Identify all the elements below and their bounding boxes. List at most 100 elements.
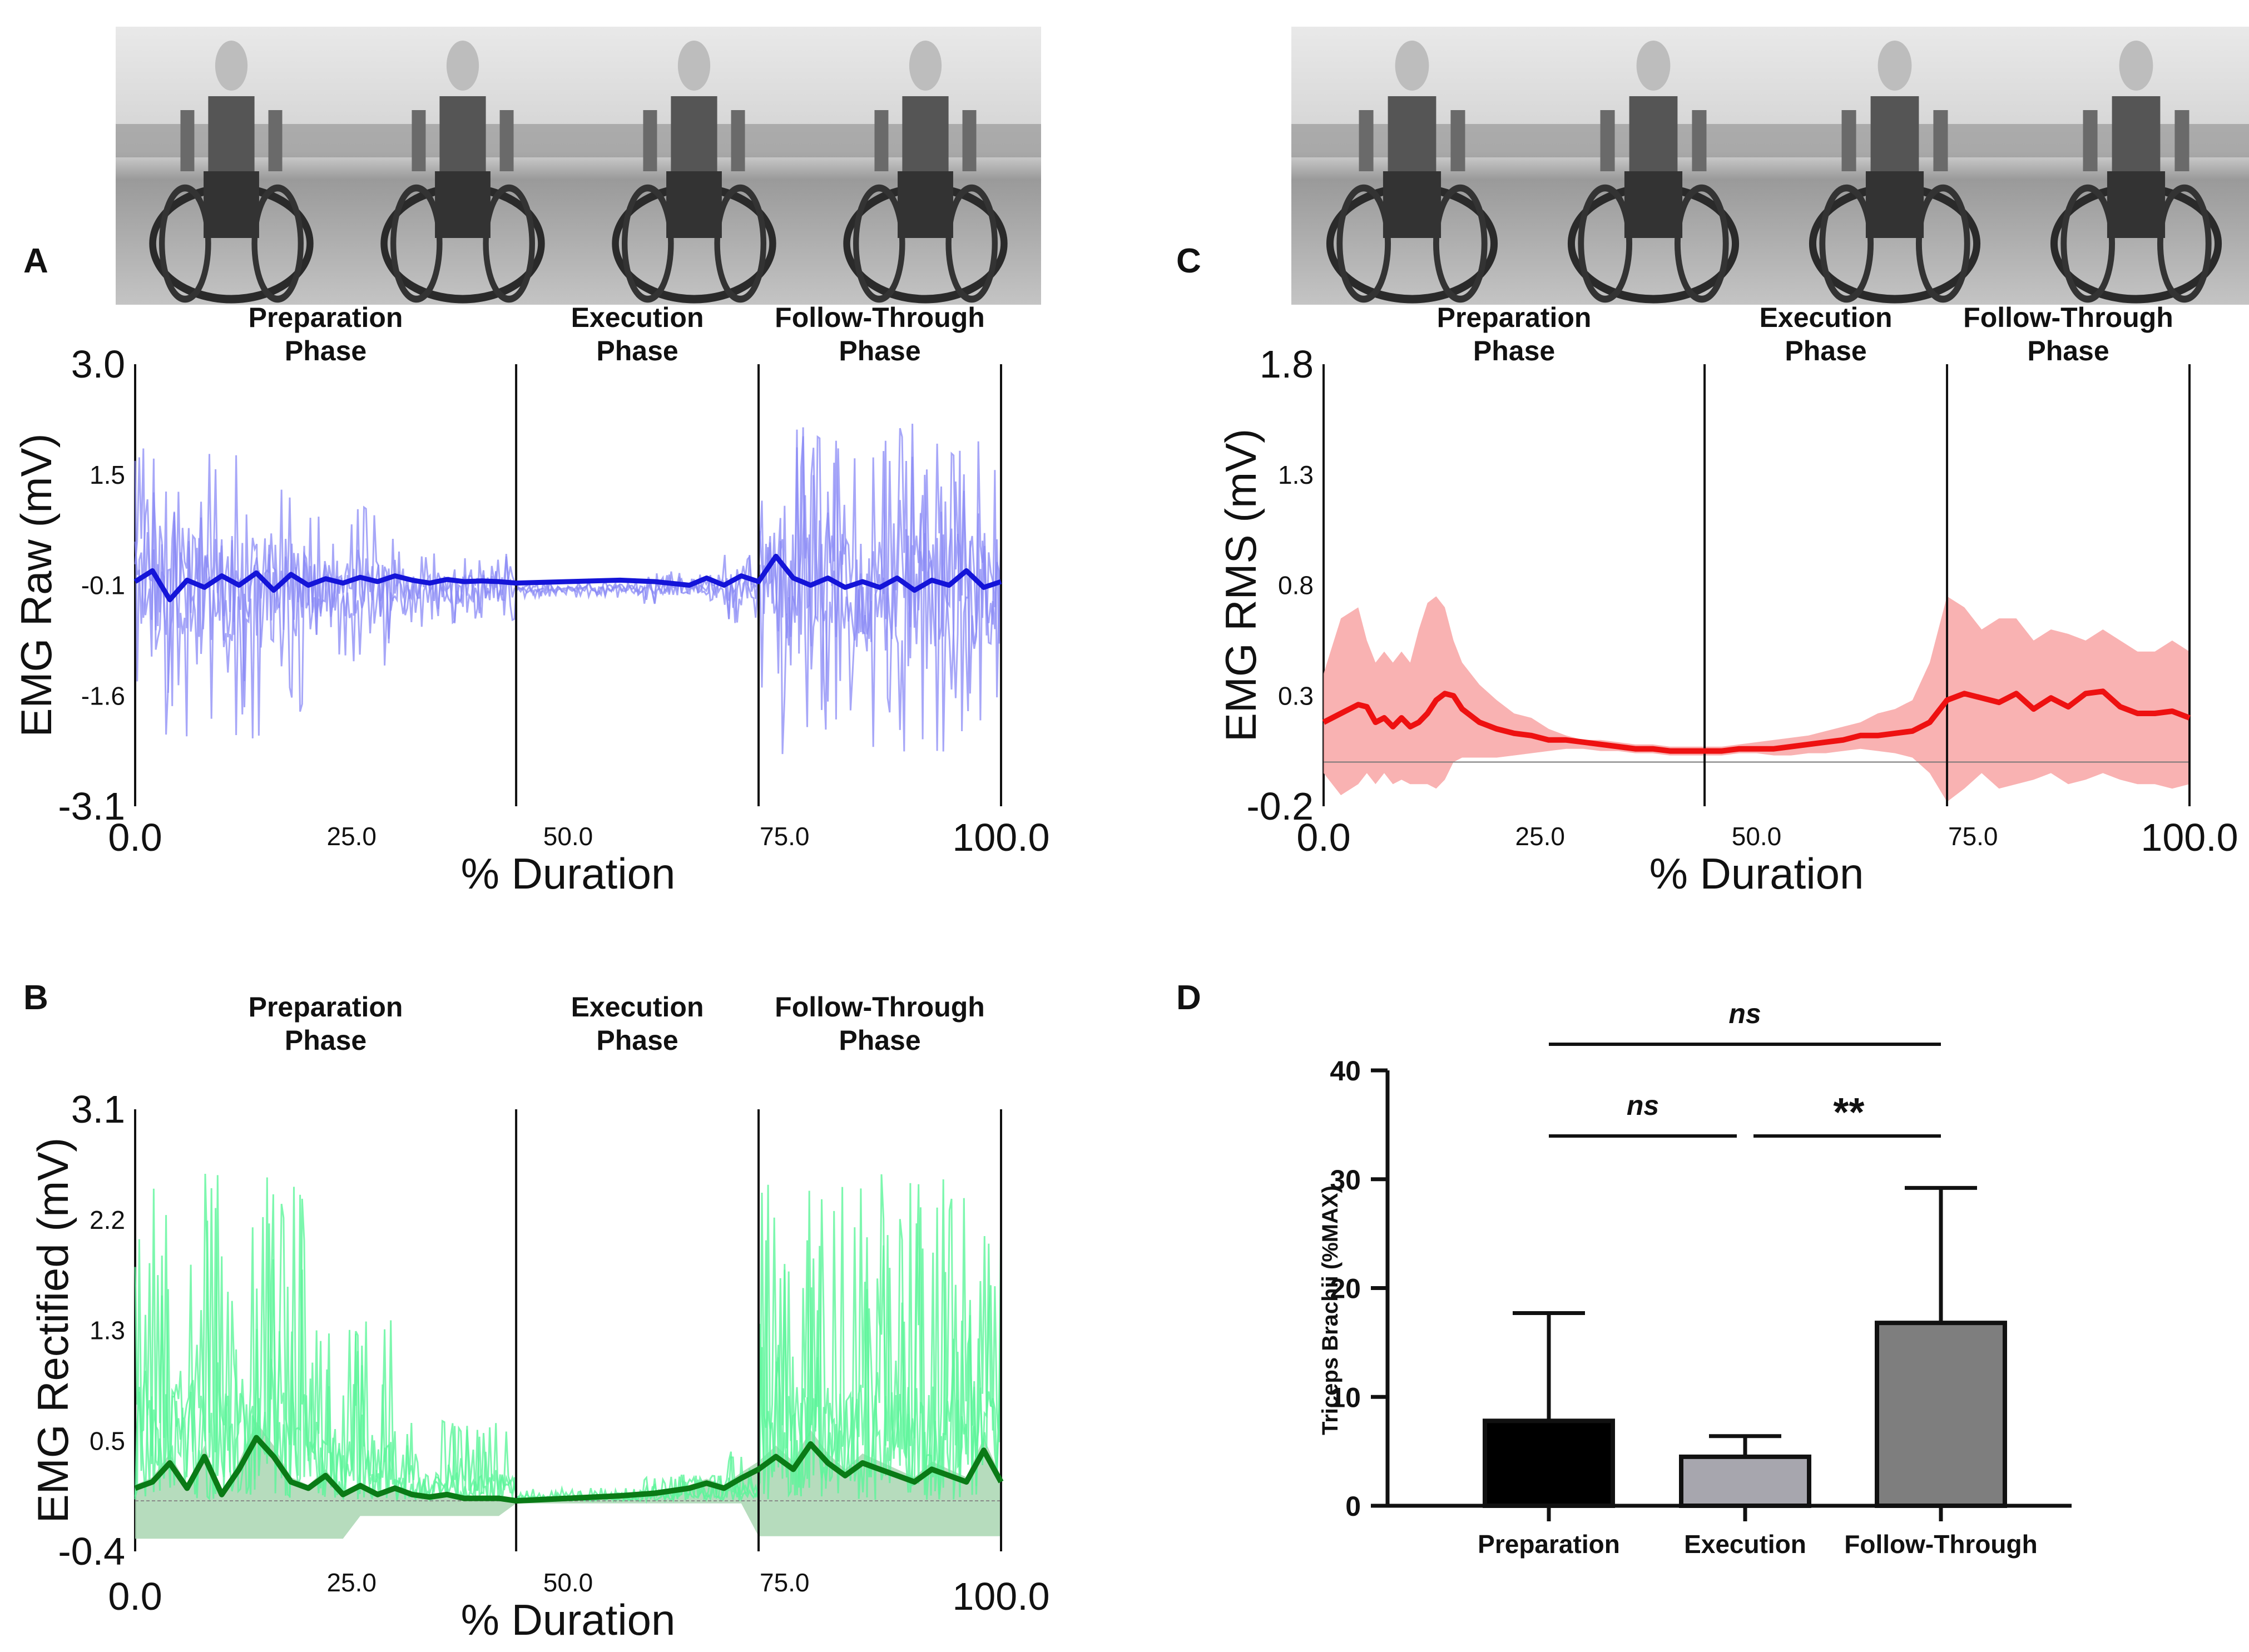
y-tick-label: 0 xyxy=(1345,1491,1361,1522)
phase-label: Phase xyxy=(596,335,678,366)
panel-a-emg-raw: PreparationPhaseExecutionPhaseFollow-Thr… xyxy=(12,302,1050,898)
photo-frame xyxy=(1774,27,2015,305)
y-tick-label: 20 xyxy=(1330,1273,1361,1304)
y-tick-label: -1.6 xyxy=(81,681,125,710)
y-tick-label: 1.3 xyxy=(90,1316,125,1345)
mean-line xyxy=(1322,688,2191,754)
photo-frame xyxy=(1291,27,1533,305)
photo-frame-image xyxy=(347,27,578,305)
panel-c-emg-rms: PreparationPhaseExecutionPhaseFollow-Thr… xyxy=(1216,302,2238,898)
photo-frame xyxy=(578,27,810,305)
phase-label: Phase xyxy=(285,335,366,366)
phase-label: Phase xyxy=(1785,335,1866,366)
mean-line xyxy=(134,1435,1004,1504)
phase-label: Follow-Through xyxy=(1963,302,2173,333)
raw-trial-trace xyxy=(134,427,1002,755)
photo-frame-image xyxy=(1533,27,1774,305)
panel-b-emg-rectified: PreparationPhaseExecutionPhaseFollow-Thr… xyxy=(28,991,1050,1644)
y-tick-label: 10 xyxy=(1330,1382,1361,1413)
panel-letter-a: A xyxy=(23,242,48,280)
phase-label: Follow-Through xyxy=(775,991,985,1023)
y-tick-label: 1.5 xyxy=(90,460,125,489)
y-tick-label: -3.1 xyxy=(58,785,125,828)
photo-frame-image xyxy=(116,27,347,305)
mean-line xyxy=(133,553,1002,603)
x-tick-label: 100.0 xyxy=(2141,816,2238,859)
y-tick-label: 30 xyxy=(1330,1164,1361,1195)
phase-label: Execution xyxy=(1760,302,1893,333)
phase-label: Follow-Through xyxy=(775,302,985,333)
photo-frame xyxy=(810,27,1041,305)
photo-frame-image xyxy=(578,27,810,305)
bar xyxy=(1679,1454,1811,1509)
y-tick-label: 3.0 xyxy=(71,343,125,386)
y-tick-label: 0.8 xyxy=(1278,571,1314,600)
sd-band-area xyxy=(1324,596,2189,802)
sd-shadow-area xyxy=(135,1422,1001,1539)
panel-letter-c: C xyxy=(1176,242,1201,280)
phase-label: Preparation xyxy=(249,991,403,1023)
y-tick-label: 3.1 xyxy=(71,1088,125,1131)
significance-label: ns xyxy=(1728,998,1761,1029)
phase-label: Execution xyxy=(571,302,704,333)
x-tick-label: 0.0 xyxy=(1296,816,1350,859)
x-category-label: Preparation xyxy=(1478,1530,1620,1559)
x-tick-label: 100.0 xyxy=(952,816,1049,859)
x-category-label: Execution xyxy=(1684,1530,1806,1559)
photo-frame xyxy=(116,27,347,305)
photo-frame-image xyxy=(1291,27,1533,305)
photo-frame-image xyxy=(810,27,1041,305)
x-tick-label: 75.0 xyxy=(760,822,810,851)
x-tick-label: 100.0 xyxy=(952,1575,1049,1618)
x-tick-label: 25.0 xyxy=(1515,822,1565,851)
x-tick-label: 50.0 xyxy=(543,1568,593,1597)
y-tick-label: -0.1 xyxy=(81,571,125,600)
x-axis-label: % Duration xyxy=(461,849,676,898)
phase-label: Phase xyxy=(839,1025,920,1056)
y-axis-label: EMG Raw (mV) xyxy=(12,434,61,737)
x-axis-label: % Duration xyxy=(1649,849,1864,898)
y-tick-label: -0.4 xyxy=(58,1530,125,1573)
x-tick-label: 25.0 xyxy=(326,1568,377,1597)
x-tick-label: 0.0 xyxy=(108,1575,162,1618)
x-tick-label: 0.0 xyxy=(108,816,162,859)
photo-frame xyxy=(1533,27,1774,305)
bar xyxy=(1483,1418,1615,1508)
x-tick-label: 50.0 xyxy=(543,822,593,851)
photo-frame-image xyxy=(2015,27,2249,305)
panel-letter-d: D xyxy=(1176,979,1201,1017)
panel-letter-b: B xyxy=(23,979,48,1017)
significance-label: ns xyxy=(1627,1090,1659,1121)
y-axis-label: Triceps Brachii (%MAX) xyxy=(1318,1185,1343,1435)
phase-label: Phase xyxy=(285,1025,366,1056)
y-tick-label: 2.2 xyxy=(90,1205,125,1234)
phase-label: Phase xyxy=(1473,335,1555,366)
photo-frame xyxy=(347,27,578,305)
photo-frame xyxy=(2015,27,2249,305)
panel-d-bar-chart: 0 10 20 30 40 Triceps Brachii (%MAX) Preparati… xyxy=(1318,998,2072,1559)
y-tick-label: 0.5 xyxy=(90,1426,125,1455)
y-axis-label: EMG RMS (mV) xyxy=(1216,429,1265,742)
y-tick-label: 40 xyxy=(1330,1055,1361,1087)
x-tick-label: 75.0 xyxy=(760,1568,810,1597)
bar xyxy=(1875,1321,2007,1508)
phase-label: Phase xyxy=(839,335,920,366)
x-axis-label: % Duration xyxy=(461,1595,676,1644)
x-tick-label: 25.0 xyxy=(326,822,377,851)
y-tick-label: -0.2 xyxy=(1246,785,1314,828)
phase-label: Preparation xyxy=(249,302,403,333)
x-tick-label: 75.0 xyxy=(1948,822,1998,851)
phase-label: Preparation xyxy=(1437,302,1592,333)
y-tick-label: 0.3 xyxy=(1278,681,1314,710)
photo-strip-left xyxy=(116,27,1041,305)
phase-label: Phase xyxy=(2027,335,2109,366)
y-tick-label: 1.8 xyxy=(1260,343,1314,386)
significance-label: ** xyxy=(1831,1090,1864,1135)
phase-label: Execution xyxy=(571,991,704,1023)
y-axis-label: EMG Rectified (mV) xyxy=(28,1138,77,1523)
x-category-label: Follow-Through xyxy=(1844,1530,2037,1559)
phase-label: Phase xyxy=(596,1025,678,1056)
y-tick-label: 1.3 xyxy=(1278,460,1314,489)
photo-frame-image xyxy=(1774,27,2015,305)
